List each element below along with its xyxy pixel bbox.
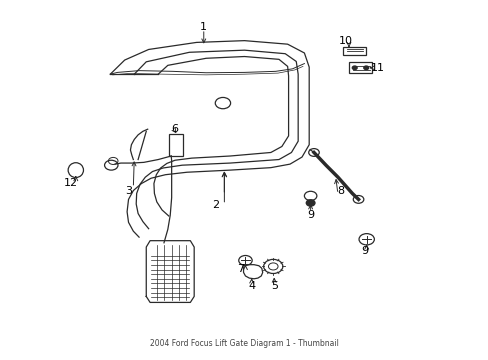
Text: 6: 6 [171, 124, 178, 134]
Text: 2: 2 [212, 200, 219, 210]
Text: 3: 3 [125, 186, 132, 196]
Text: 12: 12 [64, 178, 78, 188]
Text: 9: 9 [361, 246, 368, 256]
Text: 7: 7 [237, 264, 244, 274]
Circle shape [351, 66, 356, 69]
Text: 5: 5 [270, 281, 277, 291]
Circle shape [305, 200, 314, 206]
Bar [168, 134, 183, 156]
Text: 11: 11 [370, 63, 384, 73]
Bar [342, 48, 365, 55]
Text: 8: 8 [336, 186, 343, 196]
Text: 10: 10 [338, 36, 352, 46]
Text: 9: 9 [306, 210, 314, 220]
Text: 4: 4 [247, 281, 255, 291]
Bar [348, 62, 371, 73]
Text: 2004 Ford Focus Lift Gate Diagram 1 - Thumbnail: 2004 Ford Focus Lift Gate Diagram 1 - Th… [150, 338, 338, 348]
Circle shape [363, 66, 368, 69]
Text: 1: 1 [200, 22, 207, 32]
